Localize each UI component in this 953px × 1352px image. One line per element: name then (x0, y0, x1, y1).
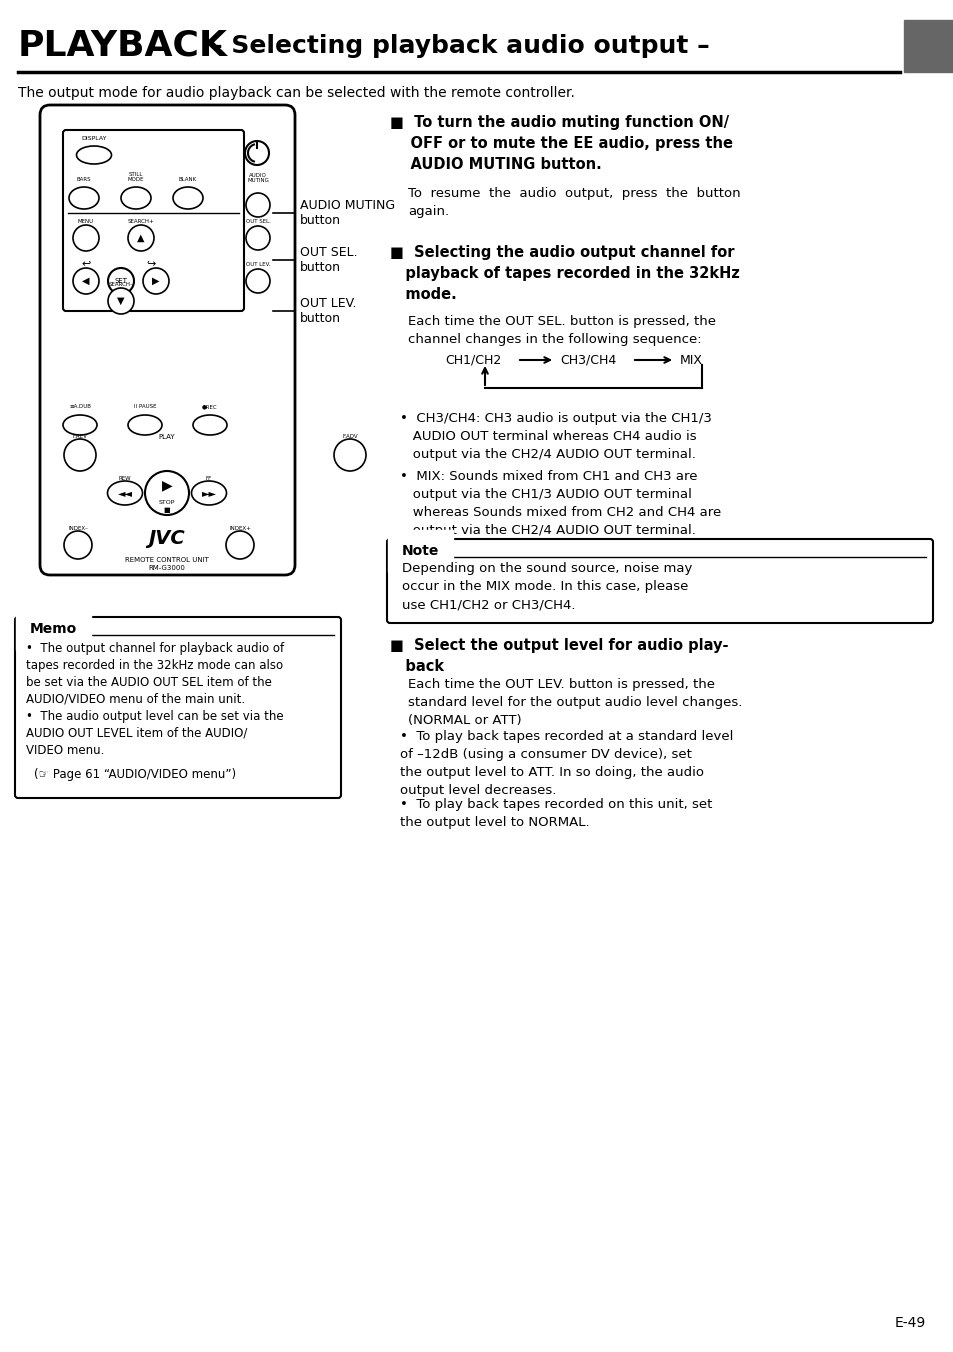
Text: STOP: STOP (158, 500, 175, 506)
Text: ↩: ↩ (81, 258, 91, 268)
Text: Each time the OUT LEV. button is pressed, the
standard level for the output audi: Each time the OUT LEV. button is pressed… (408, 677, 741, 727)
Text: INDEX–: INDEX– (68, 526, 88, 531)
Circle shape (64, 531, 91, 558)
Ellipse shape (192, 481, 226, 506)
Text: To  resume  the  audio  output,  press  the  button
again.: To resume the audio output, press the bu… (408, 187, 740, 218)
Text: CH3/CH4: CH3/CH4 (559, 353, 616, 366)
Text: Each time the OUT SEL. button is pressed, the
channel changes in the following s: Each time the OUT SEL. button is pressed… (408, 315, 716, 346)
Circle shape (246, 193, 270, 218)
Text: PLAYBACK: PLAYBACK (18, 28, 228, 64)
Circle shape (145, 470, 189, 515)
Text: F.ADV: F.ADV (342, 434, 357, 439)
Text: ▶: ▶ (161, 479, 172, 492)
Circle shape (143, 268, 169, 293)
Ellipse shape (108, 481, 142, 506)
Text: The output mode for audio playback can be selected with the remote controller.: The output mode for audio playback can b… (18, 87, 575, 100)
Ellipse shape (193, 415, 227, 435)
Text: •  CH3/CH4: CH3 audio is output via the CH1/3
   AUDIO OUT terminal whereas CH4 : • CH3/CH4: CH3 audio is output via the C… (399, 412, 711, 461)
Text: ▼: ▼ (117, 296, 125, 306)
Text: •  The output channel for playback audio of
tapes recorded in the 32kHz mode can: • The output channel for playback audio … (26, 642, 284, 706)
Circle shape (226, 531, 253, 558)
Circle shape (108, 268, 133, 293)
Ellipse shape (172, 187, 203, 210)
FancyBboxPatch shape (387, 539, 932, 623)
Text: ■  Select the output level for audio play-
   back: ■ Select the output level for audio play… (390, 638, 728, 675)
Text: JVC: JVC (149, 530, 185, 549)
Text: (☞ Page 61 “AUDIO/VIDEO menu”): (☞ Page 61 “AUDIO/VIDEO menu”) (34, 768, 236, 781)
Circle shape (246, 226, 270, 250)
Circle shape (73, 224, 99, 251)
Text: PLAY: PLAY (158, 434, 175, 439)
Text: E-49: E-49 (894, 1315, 925, 1330)
Text: Note: Note (401, 544, 439, 558)
Text: MENU: MENU (78, 219, 94, 224)
Text: F.REV: F.REV (72, 434, 88, 439)
Text: ↪: ↪ (146, 258, 155, 268)
Text: •  To play back tapes recorded at a standard level
of –12dB (using a consumer DV: • To play back tapes recorded at a stand… (399, 730, 733, 796)
Text: Depending on the sound source, noise may
occur in the MIX mode. In this case, pl: Depending on the sound source, noise may… (401, 562, 692, 611)
Text: OUT SEL.: OUT SEL. (245, 219, 270, 224)
Text: SEARCH+: SEARCH+ (128, 219, 154, 224)
Text: ●REC: ●REC (202, 404, 217, 410)
Text: ■  To turn the audio muting function ON/
    OFF or to mute the EE audio, press : ■ To turn the audio muting function ON/ … (390, 115, 732, 172)
FancyBboxPatch shape (15, 617, 340, 798)
Text: CH1/CH2: CH1/CH2 (444, 353, 500, 366)
Text: BLANK: BLANK (179, 177, 197, 183)
Text: OUT LEV.
button: OUT LEV. button (273, 297, 356, 324)
Circle shape (245, 141, 269, 165)
FancyBboxPatch shape (63, 130, 244, 311)
Text: ◀: ◀ (82, 276, 90, 287)
Text: •  The audio output level can be set via the
AUDIO OUT LEVEL item of the AUDIO/
: • The audio output level can be set via … (26, 710, 283, 757)
Text: OUT LEV.: OUT LEV. (246, 262, 270, 266)
Circle shape (108, 288, 133, 314)
Circle shape (246, 269, 270, 293)
Text: ▶: ▶ (152, 276, 159, 287)
Text: MIX: MIX (679, 353, 702, 366)
Text: STILL
MODE: STILL MODE (128, 172, 144, 183)
Text: AUDIO MUTING
button: AUDIO MUTING button (273, 199, 395, 227)
Text: OUT SEL.
button: OUT SEL. button (273, 246, 357, 274)
Text: DISPLAY: DISPLAY (81, 137, 107, 141)
Text: REMOTE CONTROL UNIT
RM-G3000: REMOTE CONTROL UNIT RM-G3000 (125, 557, 209, 571)
Circle shape (73, 268, 99, 293)
Text: – Selecting playback audio output –: – Selecting playback audio output – (210, 34, 709, 58)
Text: ■: ■ (164, 507, 171, 512)
Bar (903, 20, 953, 72)
Text: •  To play back tapes recorded on this unit, set
the output level to NORMAL.: • To play back tapes recorded on this un… (399, 798, 712, 829)
Ellipse shape (128, 415, 162, 435)
Text: ►►: ►► (201, 488, 216, 498)
Circle shape (334, 439, 366, 470)
Text: REW: REW (118, 476, 132, 481)
Text: •  MIX: Sounds mixed from CH1 and CH3 are
   output via the CH1/3 AUDIO OUT term: • MIX: Sounds mixed from CH1 and CH3 are… (399, 470, 720, 537)
Text: II PAUSE: II PAUSE (133, 404, 156, 410)
Text: ▲: ▲ (137, 233, 145, 243)
Ellipse shape (121, 187, 151, 210)
Ellipse shape (69, 187, 99, 210)
Circle shape (64, 439, 96, 470)
Text: SEARCH–: SEARCH– (109, 283, 133, 287)
Text: Memo: Memo (30, 622, 77, 635)
Text: ■  Selecting the audio output channel for
   playback of tapes recorded in the 3: ■ Selecting the audio output channel for… (390, 245, 740, 301)
Text: AUDIO
MUTING: AUDIO MUTING (247, 173, 269, 183)
Text: ◄◄: ◄◄ (117, 488, 132, 498)
Text: BARS: BARS (76, 177, 91, 183)
Ellipse shape (63, 415, 97, 435)
Circle shape (128, 224, 153, 251)
Text: FF: FF (206, 476, 212, 481)
Ellipse shape (76, 146, 112, 164)
Text: ≡A.DUB: ≡A.DUB (69, 404, 91, 410)
Text: INDEX+: INDEX+ (229, 526, 251, 531)
Text: SET: SET (114, 279, 128, 284)
FancyBboxPatch shape (40, 105, 294, 575)
